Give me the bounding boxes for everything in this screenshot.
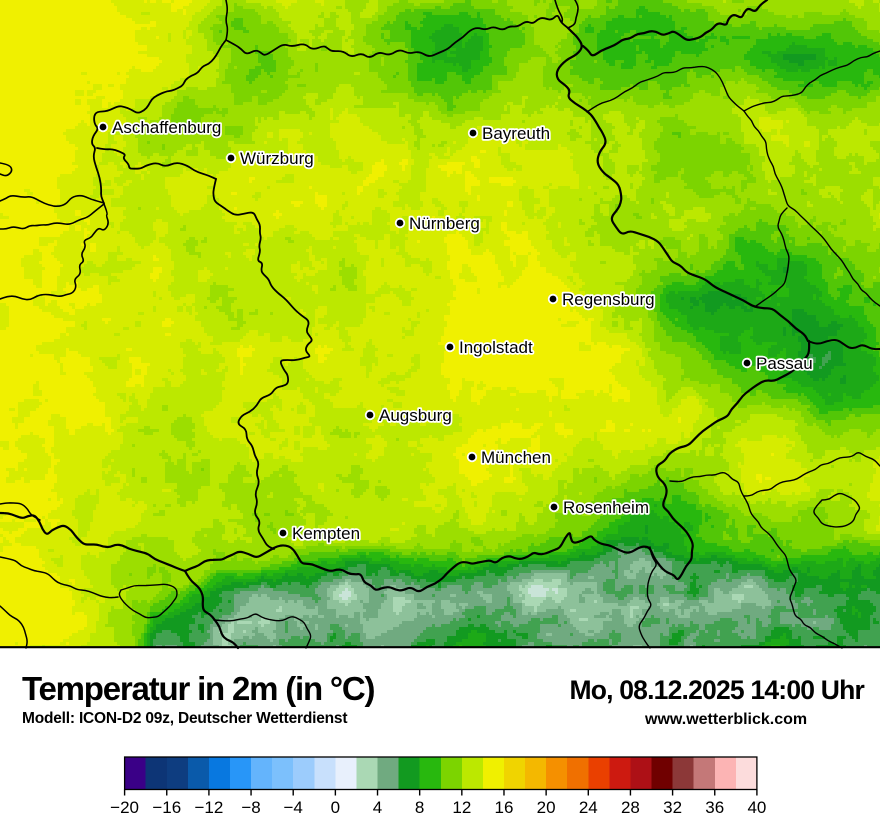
svg-text:−8: −8: [241, 798, 260, 817]
svg-text:8: 8: [415, 798, 424, 817]
svg-text:Bayreuth: Bayreuth: [482, 124, 550, 143]
svg-text:Rosenheim: Rosenheim: [563, 498, 649, 517]
svg-text:−12: −12: [194, 798, 223, 817]
svg-text:Ingolstadt: Ingolstadt: [459, 338, 533, 357]
svg-text:12: 12: [452, 798, 471, 817]
svg-text:−20: −20: [110, 798, 139, 817]
svg-text:−16: −16: [152, 798, 181, 817]
svg-text:20: 20: [537, 798, 556, 817]
svg-text:16: 16: [495, 798, 514, 817]
svg-text:0: 0: [331, 798, 340, 817]
svg-text:28: 28: [621, 798, 640, 817]
svg-text:Regensburg: Regensburg: [562, 290, 655, 309]
svg-text:−4: −4: [284, 798, 303, 817]
svg-text:4: 4: [373, 798, 382, 817]
svg-text:32: 32: [663, 798, 682, 817]
svg-text:Nürnberg: Nürnberg: [409, 214, 480, 233]
svg-text:36: 36: [705, 798, 724, 817]
svg-text:Passau: Passau: [756, 354, 813, 373]
svg-text:Kempten: Kempten: [292, 524, 360, 543]
svg-text:Würzburg: Würzburg: [240, 149, 314, 168]
svg-text:24: 24: [579, 798, 598, 817]
svg-text:40: 40: [747, 798, 766, 817]
svg-text:Aschaffenburg: Aschaffenburg: [112, 118, 221, 137]
svg-text:Augsburg: Augsburg: [379, 406, 452, 425]
svg-text:München: München: [481, 448, 551, 467]
